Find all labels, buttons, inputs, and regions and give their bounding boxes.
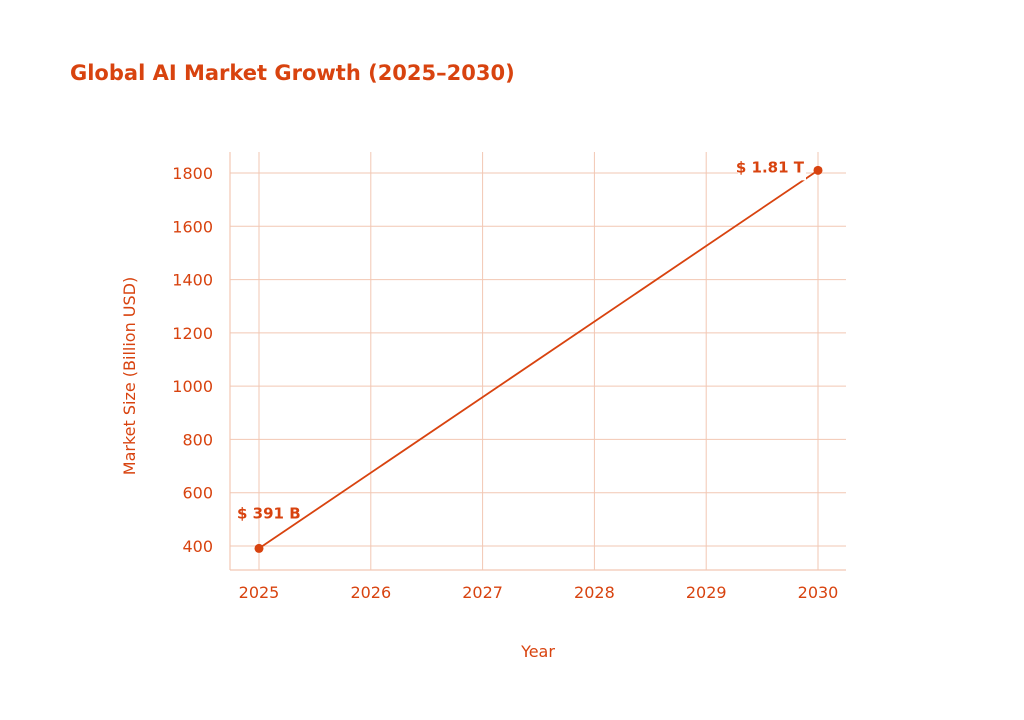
data-point: [254, 543, 264, 553]
y-tick-label: 800: [182, 430, 213, 449]
y-tick-label: 1400: [172, 271, 213, 290]
y-tick-label: 1200: [172, 324, 213, 343]
y-tick-label: 1000: [172, 377, 213, 396]
y-axis-label: Market Size (Billion USD): [120, 277, 139, 475]
x-tick-label: 2027: [462, 583, 503, 602]
data-label: $ 391 B: [237, 504, 301, 522]
series: $ 391 B $ 1.81 T: [237, 158, 823, 553]
series-line: [258, 169, 819, 550]
grid: [230, 152, 846, 570]
data-point: [813, 165, 823, 175]
x-tick-label: 2025: [239, 583, 280, 602]
data-label: $ 1.81 T: [736, 158, 805, 176]
y-tick-label: 600: [182, 484, 213, 503]
y-tick-label: 1800: [172, 164, 213, 183]
x-tick-label: 2029: [686, 583, 727, 602]
y-tick-label: 400: [182, 537, 213, 556]
x-tick-label: 2028: [574, 583, 615, 602]
y-tick-labels: 400 600 800 1000 1200 1400 1600 1800: [172, 164, 213, 556]
x-tick-label: 2026: [350, 583, 391, 602]
x-axis-label: Year: [520, 642, 555, 661]
chart-title: Global AI Market Growth (2025–2030): [70, 61, 515, 85]
x-tick-labels: 2025 2026 2027 2028 2029 2030: [239, 583, 839, 602]
axes: [229, 152, 846, 571]
y-tick-label: 1600: [172, 217, 213, 236]
data-label-background: [738, 158, 806, 181]
x-tick-label: 2030: [798, 583, 839, 602]
